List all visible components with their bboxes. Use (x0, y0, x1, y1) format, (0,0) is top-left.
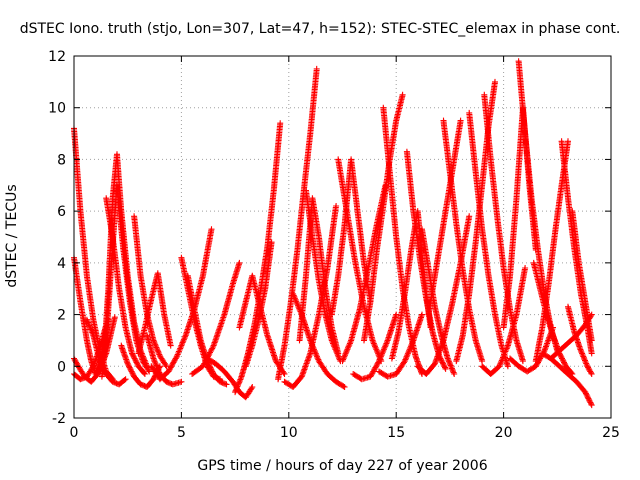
series-arc-20 (275, 65, 320, 383)
point-markers-24 (290, 290, 348, 390)
point-markers-50 (539, 350, 595, 409)
point-markers-15 (189, 259, 243, 377)
point-markers-23 (303, 187, 344, 365)
x-tick-label-1: 5 (177, 425, 186, 441)
series-arc-33 (403, 148, 449, 372)
x-tick-label-0: 0 (70, 425, 79, 441)
x-tick-label-4: 20 (495, 425, 513, 441)
series-arc-9 (131, 213, 170, 370)
series-arc-50 (539, 350, 595, 409)
series-arc-41 (479, 265, 529, 377)
point-markers-43 (515, 58, 561, 354)
series-arc-7 (103, 195, 148, 377)
point-markers-10 (135, 270, 174, 357)
series-arc-6 (101, 151, 150, 370)
point-markers-29 (361, 91, 406, 344)
series-arc-15 (189, 259, 243, 377)
y-tick-label-3: 4 (57, 256, 66, 272)
x-tick-label-5: 25 (602, 425, 620, 441)
point-markers-6 (101, 151, 150, 370)
series-arc-24 (290, 290, 348, 390)
y-tick-label-1: 0 (57, 359, 66, 375)
series-arc-39 (466, 109, 511, 370)
series-arc-14 (184, 272, 230, 388)
series-arc-51 (569, 208, 595, 344)
y-tick-label-7: 12 (48, 49, 66, 65)
point-markers-7 (103, 195, 148, 377)
point-markers-28 (350, 311, 400, 383)
chart-title: dSTEC Iono. truth (stjo, Lon=307, Lat=47… (19, 21, 621, 37)
y-tick-label-5: 8 (57, 152, 66, 168)
series-arc-29 (361, 91, 406, 344)
point-markers-40 (481, 91, 526, 365)
series-arc-19 (242, 239, 275, 370)
point-markers-9 (131, 213, 170, 370)
series-arc-43 (515, 58, 561, 354)
point-markers-4 (83, 316, 129, 388)
series-arc-40 (481, 91, 526, 365)
x-axis-label: GPS time / hours of day 227 of year 2006 (197, 458, 488, 474)
x-tick-label-3: 15 (387, 425, 405, 441)
point-markers-32 (376, 311, 425, 380)
series-arc-36 (425, 117, 464, 318)
series-arc-32 (376, 311, 425, 380)
point-markers-36 (425, 117, 464, 318)
data-points (71, 58, 595, 409)
series-arc-23 (303, 187, 344, 365)
plot-frame (73, 55, 612, 419)
series-arc-10 (135, 270, 174, 357)
point-markers-19 (242, 239, 275, 370)
point-markers-41 (479, 265, 529, 377)
point-markers-20 (275, 65, 320, 383)
point-markers-14 (184, 272, 230, 388)
point-markers-51 (569, 208, 595, 344)
y-tick-label-6: 10 (48, 101, 66, 117)
series-arc-22 (296, 195, 342, 357)
series-arc-28 (350, 311, 400, 383)
y-axis-label: dSTEC / TECUs (4, 184, 20, 288)
point-markers-39 (466, 109, 511, 370)
point-markers-22 (296, 195, 342, 357)
y-tick-label-0: -2 (52, 411, 66, 427)
y-tick-label-4: 6 (57, 204, 66, 220)
x-tick-label-2: 10 (280, 425, 298, 441)
series-arc-4 (83, 316, 129, 388)
y-tick-label-2: 2 (57, 308, 66, 324)
point-markers-33 (403, 148, 449, 372)
